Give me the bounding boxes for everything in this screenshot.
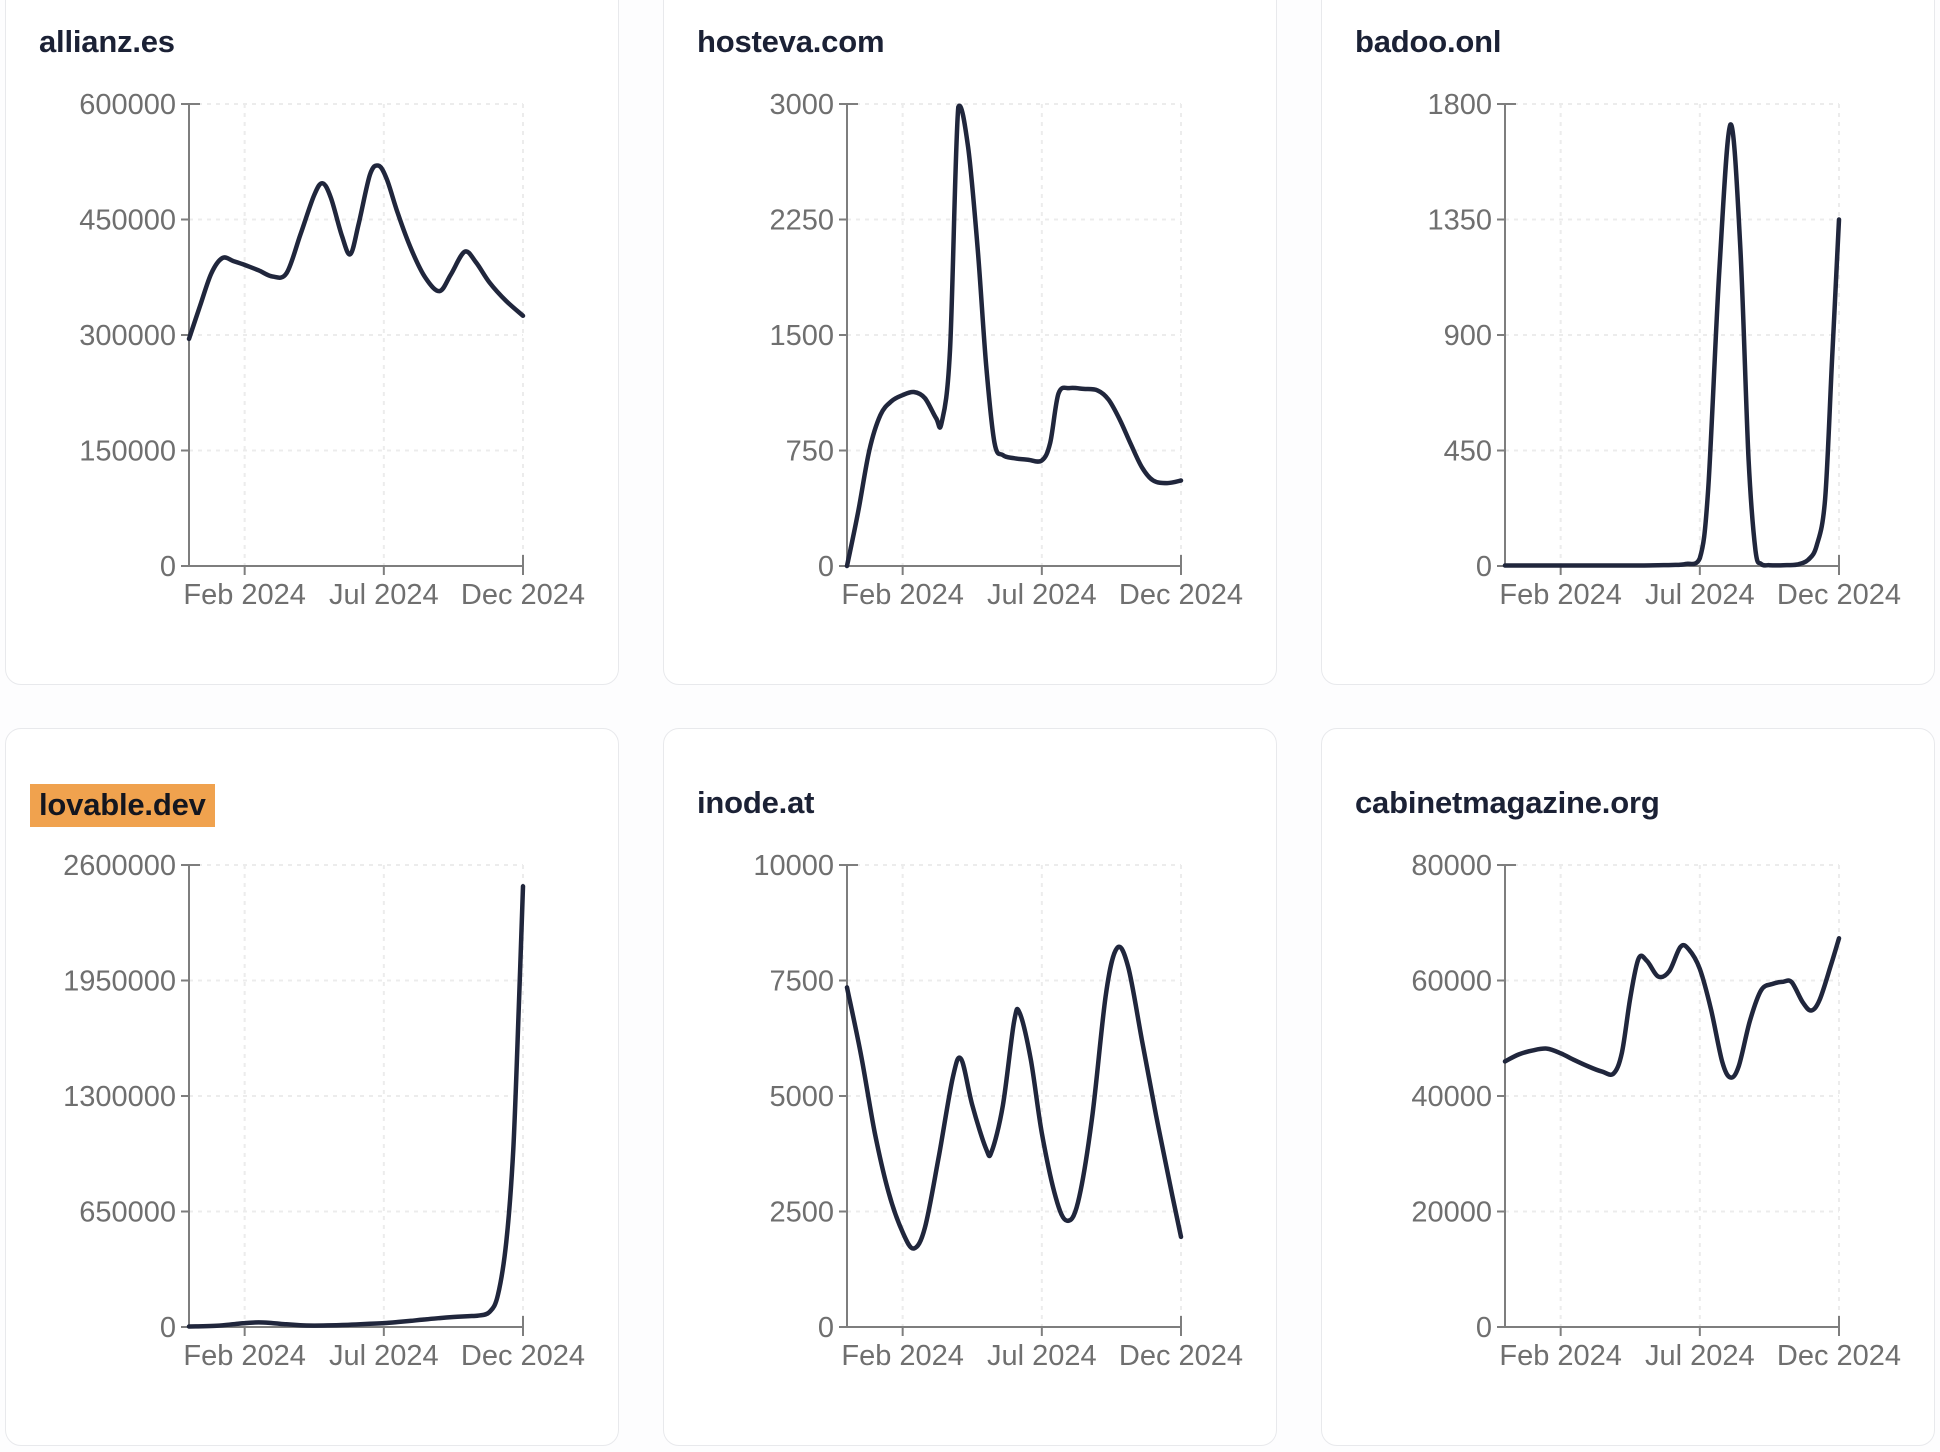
domain-chart-card: cabinetmagazine.org 0 20000 40000 60000 8000… bbox=[1321, 728, 1935, 1446]
x-tick-label: Dec 2024 bbox=[461, 1340, 585, 1372]
y-tick-label: 0 bbox=[1476, 1312, 1492, 1344]
title-highlight: lovable.dev bbox=[30, 784, 215, 827]
y-tick-label: 2250 bbox=[769, 205, 834, 237]
y-tick-label: 1350 bbox=[1427, 205, 1492, 237]
y-tick-label: 7500 bbox=[769, 966, 834, 998]
chart-title-text: badoo.onl bbox=[1355, 24, 1502, 59]
y-tick-label: 80000 bbox=[1411, 850, 1492, 882]
chart-title: cabinetmagazine.org bbox=[1322, 729, 1934, 822]
x-tick-label: Dec 2024 bbox=[1777, 1340, 1901, 1372]
chart-title: badoo.onl bbox=[1322, 0, 1934, 61]
chart-title: hosteva.com bbox=[664, 0, 1276, 61]
y-tick-label: 0 bbox=[818, 551, 834, 583]
domain-chart-card: hosteva.com 0 750 1500 2250 3000 Feb 2024 Jul … bbox=[663, 0, 1277, 685]
x-tick-label: Feb 2024 bbox=[841, 1340, 964, 1372]
data-line bbox=[1502, 936, 1842, 1080]
x-axis bbox=[847, 555, 1182, 567]
chart-title-text: inode.at bbox=[697, 785, 815, 820]
y-tick-label: 3000 bbox=[769, 89, 834, 121]
y-tick-label: 750 bbox=[786, 436, 834, 468]
y-tick-label: 150000 bbox=[79, 436, 176, 468]
y-tick-label: 450 bbox=[1444, 436, 1492, 468]
y-tick-label: 0 bbox=[160, 1312, 176, 1344]
y-tick-label: 2500 bbox=[769, 1197, 834, 1229]
y-tick-label: 650000 bbox=[79, 1197, 176, 1229]
y-tick-label: 10000 bbox=[753, 850, 834, 882]
data-line bbox=[844, 944, 1184, 1251]
y-tick-label: 900 bbox=[1444, 320, 1492, 352]
domain-chart-card: allianz.es 0 150000 300000 450000 600000 Feb … bbox=[5, 0, 619, 685]
x-tick-label: Feb 2024 bbox=[1499, 1340, 1622, 1372]
data-line bbox=[186, 163, 526, 342]
x-tick-label: Feb 2024 bbox=[1499, 579, 1622, 611]
y-tick-label: 1500 bbox=[769, 320, 834, 352]
y-tick-label: 20000 bbox=[1411, 1197, 1492, 1229]
x-tick-label: Jul 2024 bbox=[987, 579, 1097, 611]
y-tick-label: 0 bbox=[818, 1312, 834, 1344]
data-line bbox=[186, 884, 526, 1329]
domain-chart-card: inode.at 0 2500 5000 7500 10000 Feb 2024 Jul 2… bbox=[663, 728, 1277, 1446]
chart-title: inode.at bbox=[664, 729, 1276, 822]
y-tick-label: 5000 bbox=[769, 1081, 834, 1113]
x-tick-label: Jul 2024 bbox=[329, 579, 439, 611]
x-axis bbox=[847, 1316, 1182, 1328]
x-tick-label: Dec 2024 bbox=[1119, 1340, 1243, 1372]
domain-chart-card: lovable.dev 0 650000 1300000 1950000 2600000… bbox=[5, 728, 619, 1446]
data-line bbox=[1502, 122, 1842, 568]
x-tick-label: Feb 2024 bbox=[841, 579, 964, 611]
chart-title-text: cabinetmagazine.org bbox=[1355, 785, 1660, 820]
chart-title-text: allianz.es bbox=[39, 24, 175, 59]
line-chart: 0 150000 300000 450000 600000 Feb 2024 Jul 202… bbox=[79, 89, 585, 611]
chart-title: allianz.es bbox=[6, 0, 618, 61]
x-tick-label: Jul 2024 bbox=[329, 1340, 439, 1372]
data-line bbox=[844, 103, 1184, 569]
x-axis bbox=[189, 555, 524, 567]
domain-chart-card: badoo.onl 0 450 900 1350 1800 Feb 2024 Jul 202… bbox=[1321, 0, 1935, 685]
x-tick-label: Jul 2024 bbox=[1645, 1340, 1755, 1372]
x-tick-label: Jul 2024 bbox=[1645, 579, 1755, 611]
x-tick-label: Dec 2024 bbox=[1777, 579, 1901, 611]
x-tick-label: Feb 2024 bbox=[183, 1340, 306, 1372]
line-chart: 0 750 1500 2250 3000 Feb 2024 Jul 2024 Dec 2024 bbox=[769, 89, 1243, 611]
y-tick-label: 60000 bbox=[1411, 966, 1492, 998]
y-tick-label: 1950000 bbox=[63, 966, 176, 998]
line-chart: 0 450 900 1350 1800 Feb 2024 Jul 2024 Dec 2024 bbox=[1427, 89, 1901, 611]
chart-title-text: hosteva.com bbox=[697, 24, 885, 59]
y-tick-label: 1300000 bbox=[63, 1081, 176, 1113]
y-tick-label: 600000 bbox=[79, 89, 176, 121]
chart-title-text: lovable.dev bbox=[39, 787, 206, 822]
line-chart: 0 2500 5000 7500 10000 Feb 2024 Jul 2024 Dec 20… bbox=[753, 850, 1243, 1372]
y-tick-label: 450000 bbox=[79, 205, 176, 237]
x-tick-label: Feb 2024 bbox=[183, 579, 306, 611]
y-tick-label: 0 bbox=[1476, 551, 1492, 583]
y-tick-label: 2600000 bbox=[63, 850, 176, 882]
y-tick-label: 1800 bbox=[1427, 89, 1492, 121]
x-tick-label: Dec 2024 bbox=[1119, 579, 1243, 611]
y-tick-label: 0 bbox=[160, 551, 176, 583]
x-tick-label: Dec 2024 bbox=[461, 579, 585, 611]
x-tick-label: Jul 2024 bbox=[987, 1340, 1097, 1372]
line-chart: 0 20000 40000 60000 80000 Feb 2024 Jul 2024 Dec… bbox=[1411, 850, 1901, 1372]
dashboard-grid: allianz.es 0 150000 300000 450000 600000 Feb … bbox=[5, 0, 1935, 1446]
y-tick-label: 300000 bbox=[79, 320, 176, 352]
x-axis bbox=[1505, 1316, 1840, 1328]
line-chart: 0 650000 1300000 1950000 2600000 Feb 2024 Jul … bbox=[63, 850, 585, 1372]
chart-title: lovable.dev bbox=[6, 729, 618, 827]
y-tick-label: 40000 bbox=[1411, 1081, 1492, 1113]
